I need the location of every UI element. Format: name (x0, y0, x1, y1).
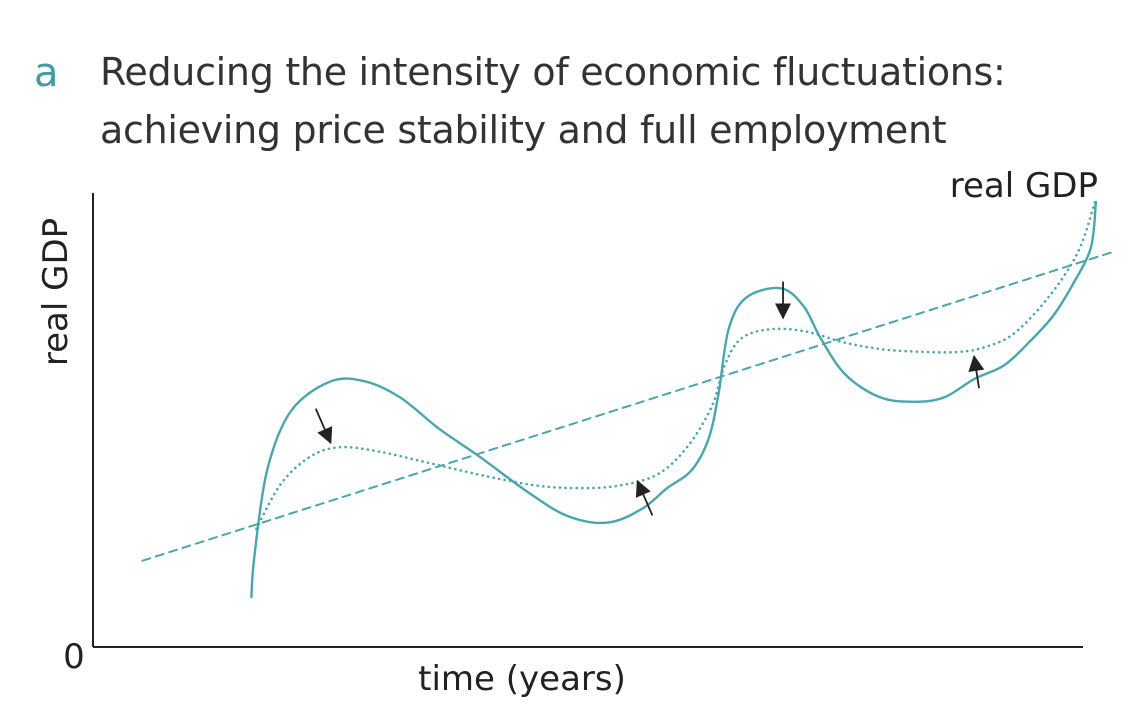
axes (92, 193, 1083, 648)
dotted-series-line (255, 200, 1097, 531)
annotation-arrows (314, 281, 985, 516)
y-axis-label: real GDP (36, 218, 76, 366)
annotation-arrow-4 (968, 354, 985, 389)
dashed-series-line (141, 251, 1114, 562)
annotation-arrow-2 (635, 479, 654, 516)
origin-label: 0 (63, 637, 85, 677)
chart-title-line-2: achieving price stability and full emplo… (100, 108, 947, 152)
x-axis-label: time (years) (418, 659, 626, 699)
solid-series-line (250, 200, 1098, 599)
chart-title-line-1: Reducing the intensity of economic fluct… (100, 50, 1006, 94)
annotation-arrow-1 (314, 408, 333, 445)
series-layer (141, 200, 1114, 599)
panel-letter: a (34, 50, 59, 96)
real-gdp-line-label: real GDP (950, 166, 1098, 206)
